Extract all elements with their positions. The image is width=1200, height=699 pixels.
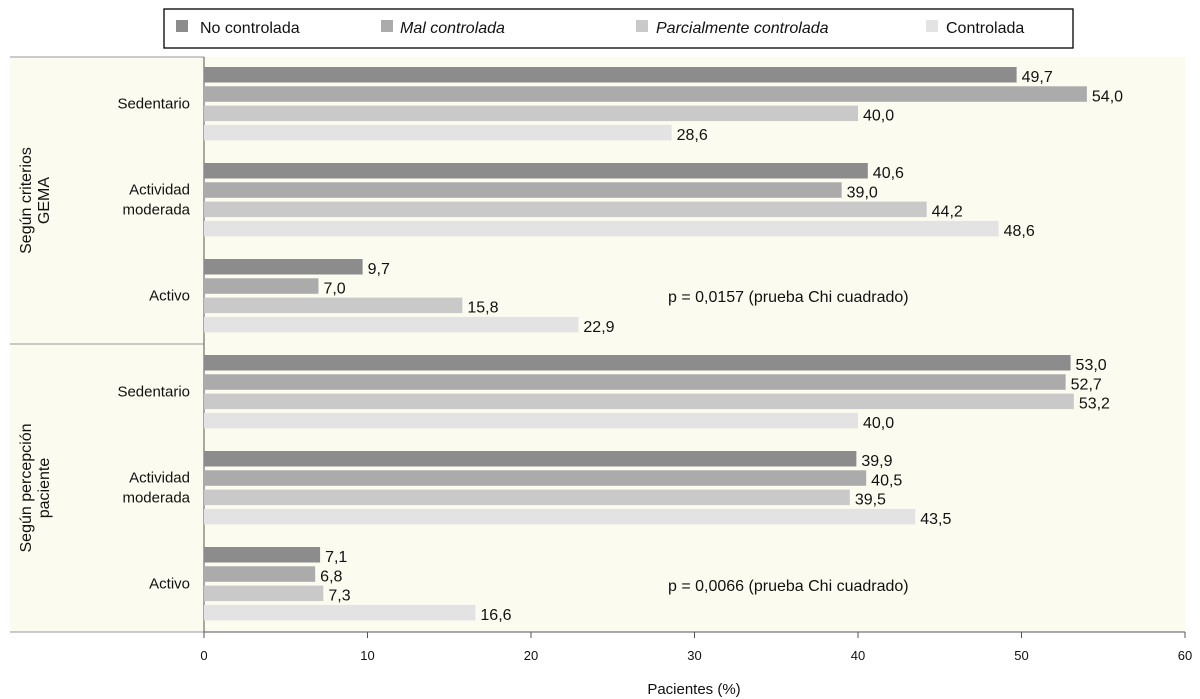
bar-value-label: 28,6	[677, 127, 708, 144]
category-label-line: Sedentario	[117, 96, 190, 113]
bar	[204, 412, 858, 429]
bar-value-label: 9,7	[368, 261, 390, 278]
bar-value-label: 52,7	[1071, 376, 1102, 393]
bar	[204, 297, 463, 314]
bar-value-label: 48,6	[1004, 223, 1035, 240]
bar-value-label: 44,2	[932, 204, 963, 221]
legend-label: No controlada	[200, 20, 300, 37]
bar	[204, 316, 579, 333]
bar	[204, 374, 1066, 390]
bar-value-label: 6,8	[320, 568, 342, 585]
category-label-line: Sedentario	[117, 384, 190, 401]
x-axis-title: Pacientes (%)	[647, 681, 740, 698]
category-label: Activo	[149, 288, 190, 305]
legend-swatch	[381, 20, 393, 32]
bar	[204, 604, 476, 621]
category-label-line: Actividad	[129, 470, 190, 487]
bar	[204, 470, 867, 486]
legend-swatch	[176, 20, 188, 32]
bar	[204, 67, 1017, 83]
bar	[204, 86, 1087, 102]
bar-value-label: 7,1	[325, 549, 347, 566]
category-label: Sedentario	[117, 384, 190, 401]
bar-value-label: 39,5	[855, 492, 886, 509]
category-label: Actividad moderada	[122, 182, 190, 219]
category-label-line: Activo	[149, 288, 190, 305]
x-tick-label: 50	[1014, 648, 1028, 663]
bar	[204, 105, 858, 122]
bar	[204, 220, 999, 237]
legend-box	[163, 8, 1074, 49]
bar-value-label: 40,6	[873, 165, 904, 182]
x-tick-label: 20	[524, 648, 538, 663]
bar-value-label: 53,2	[1079, 396, 1110, 413]
legend-label: Controlada	[946, 20, 1024, 37]
bar	[204, 585, 324, 602]
group-label-line: Según percepción	[18, 424, 35, 553]
bar-value-label: 49,7	[1022, 69, 1053, 86]
bar-value-label: 40,0	[863, 108, 894, 125]
bar	[204, 547, 321, 563]
bar	[204, 201, 927, 218]
bar-value-label: 39,9	[861, 453, 892, 470]
bar	[204, 566, 316, 582]
bar	[204, 489, 850, 506]
bar-value-label: 43,5	[920, 511, 951, 528]
bar-value-label: 7,0	[323, 280, 345, 297]
category-label-line: moderada	[122, 202, 190, 219]
bar-value-label: 53,0	[1076, 357, 1107, 374]
bar-value-label: 54,0	[1092, 88, 1123, 105]
bar-value-label: 40,0	[863, 415, 894, 432]
bar-value-label: 15,8	[467, 300, 498, 317]
bar-value-label: 22,9	[583, 319, 614, 336]
category-label-line: Activo	[149, 576, 190, 593]
group-label-line: GEMA	[36, 177, 53, 224]
category-label-line: moderada	[122, 490, 190, 507]
bar	[204, 278, 319, 294]
bar	[204, 259, 363, 275]
group-label-line: Según criterios	[18, 147, 35, 254]
bar	[204, 163, 868, 179]
p-value-annotation: p = 0,0157 (prueba Chi cuadrado)	[668, 289, 909, 306]
legend-label: Mal controlada	[400, 20, 505, 37]
bar	[204, 124, 672, 141]
plot-area	[10, 57, 1185, 632]
group-label: Según percepciónpaciente	[18, 424, 53, 553]
category-label-line: Actividad	[129, 182, 190, 199]
x-tick-label: 40	[851, 648, 865, 663]
x-tick-label: 30	[687, 648, 701, 663]
legend-swatch	[926, 20, 938, 32]
bar	[204, 393, 1074, 410]
bar	[204, 508, 916, 525]
bar	[204, 451, 857, 467]
legend-swatch	[636, 20, 648, 32]
category-label: Sedentario	[117, 96, 190, 113]
x-tick-label: 60	[1178, 648, 1192, 663]
group-label: Según criteriosGEMA	[18, 147, 53, 254]
legend-label: Parcialmente controlada	[656, 20, 829, 37]
bar-value-label: 39,0	[847, 184, 878, 201]
bar-value-label: 16,6	[480, 607, 511, 624]
x-tick-label: 0	[200, 648, 207, 663]
bar-value-label: 7,3	[328, 588, 350, 605]
bar	[204, 355, 1071, 371]
p-value-annotation: p = 0,0066 (prueba Chi cuadrado)	[668, 578, 909, 595]
x-tick-label: 10	[360, 648, 374, 663]
category-label: Actividad moderada	[122, 470, 190, 507]
group-label-line: paciente	[36, 458, 53, 519]
bar-value-label: 40,5	[871, 472, 902, 489]
bar	[204, 182, 842, 198]
category-label: Activo	[149, 576, 190, 593]
